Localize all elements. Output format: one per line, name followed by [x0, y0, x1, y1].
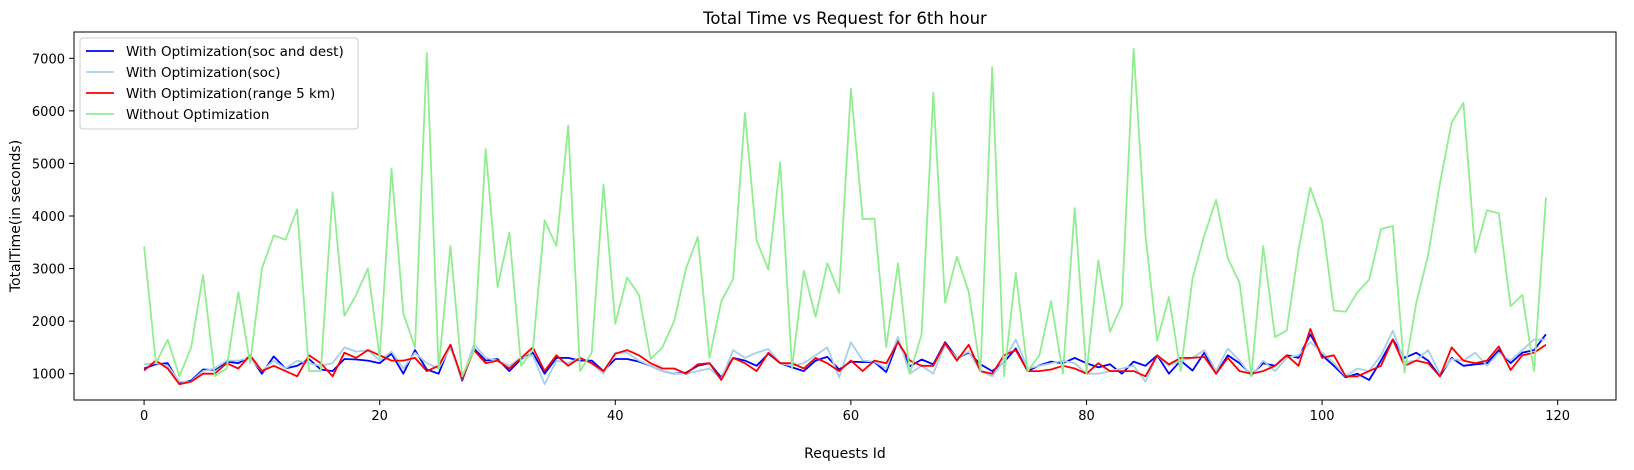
- x-tick-label: 100: [1310, 409, 1335, 424]
- x-axis-label: Requests Id: [804, 446, 886, 462]
- legend: With Optimization(soc and dest) With Opti…: [79, 37, 359, 130]
- legend-box: [79, 37, 359, 130]
- x-axis-ticks: 0 20 40 60 80 100 120: [140, 400, 1570, 424]
- series-lines: [143, 47, 1547, 386]
- series-line-2: [144, 329, 1546, 386]
- x-tick-label: 60: [843, 409, 860, 424]
- x-tick-label: 120: [1545, 409, 1570, 424]
- x-tick-label: 0: [140, 409, 148, 424]
- y-tick-label: 4000: [32, 210, 65, 225]
- series-line-4: [143, 47, 1547, 378]
- x-tick-label: 20: [371, 409, 388, 424]
- x-tick-label: 80: [1078, 409, 1095, 424]
- legend-label: With Optimization(soc): [126, 65, 281, 81]
- y-tick-label: 7000: [32, 52, 65, 67]
- series-line-3: [143, 328, 1547, 386]
- y-tick-label: 1000: [32, 368, 65, 383]
- y-axis-ticks: 1000 2000 3000 4000 5000 6000 7000: [32, 52, 74, 383]
- x-tick-label: 40: [607, 409, 624, 424]
- y-tick-label: 2000: [32, 315, 65, 330]
- y-tick-label: 3000: [32, 263, 65, 278]
- y-tick-label: 6000: [32, 105, 65, 120]
- legend-label: With Optimization(soc and dest): [126, 44, 344, 60]
- legend-label: With Optimization(range 5 km): [126, 86, 335, 102]
- y-axis-label: TotalTime(in seconds): [8, 140, 24, 293]
- legend-label: Without Optimization: [126, 107, 269, 123]
- y-tick-label: 5000: [32, 157, 65, 172]
- chart-title: Total Time vs Request for 6th hour: [702, 9, 987, 28]
